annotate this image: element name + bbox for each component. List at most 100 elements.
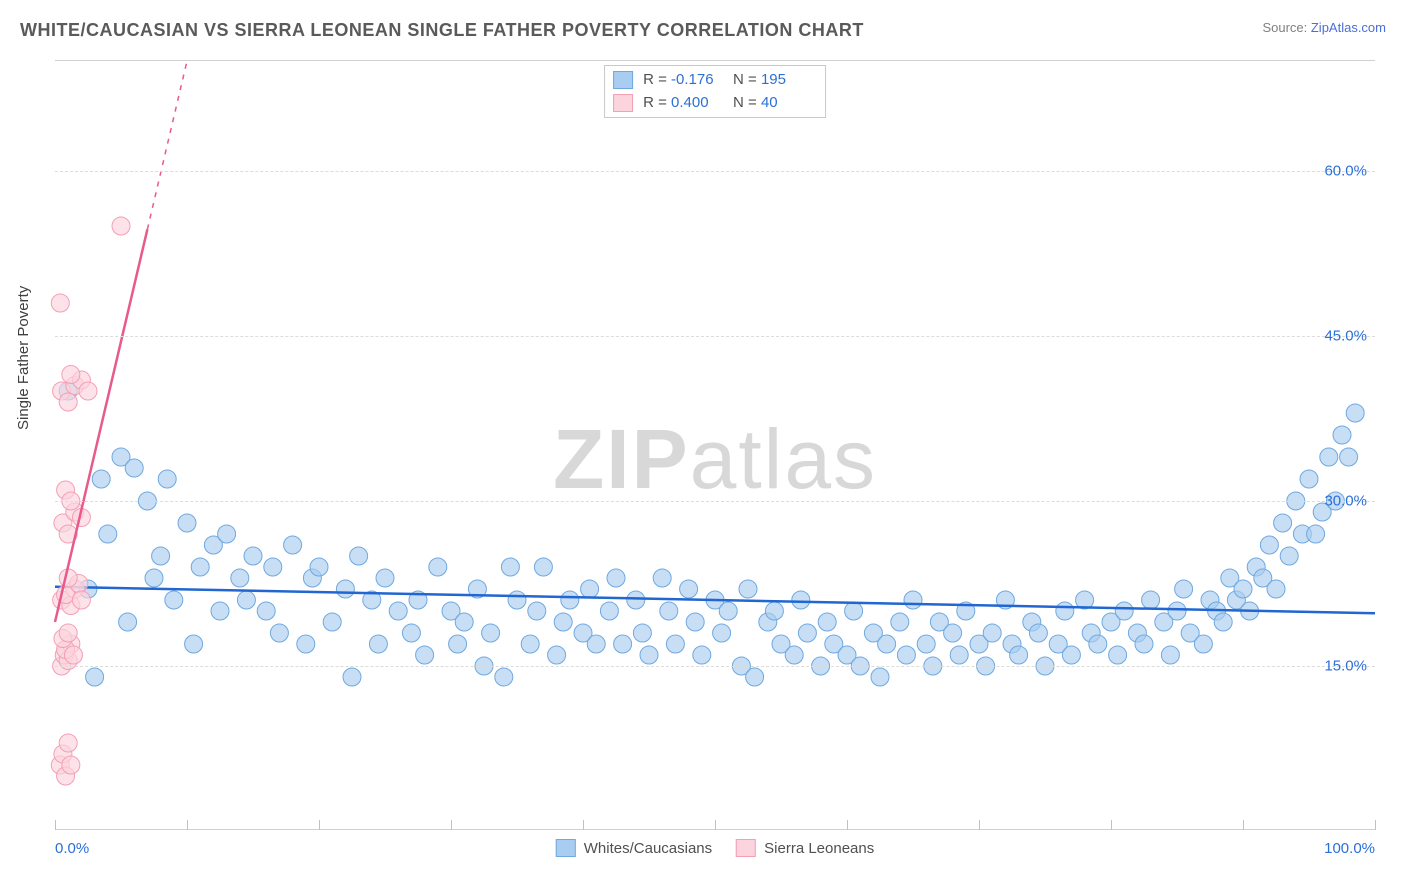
data-point — [878, 635, 896, 653]
chart-header: WHITE/CAUCASIAN VS SIERRA LEONEAN SINGLE… — [20, 20, 1386, 41]
data-point — [1307, 525, 1325, 543]
data-point — [765, 602, 783, 620]
data-point — [1267, 580, 1285, 598]
x-tick — [847, 820, 848, 830]
data-point — [244, 547, 262, 565]
x-tick — [715, 820, 716, 830]
data-point — [1280, 547, 1298, 565]
data-point — [1062, 646, 1080, 664]
data-point — [666, 635, 684, 653]
data-point — [792, 591, 810, 609]
data-point — [86, 668, 104, 686]
data-point — [72, 591, 90, 609]
r-value: -0.176 — [671, 69, 723, 92]
data-point — [455, 613, 473, 631]
data-point — [548, 646, 566, 664]
legend-row: R = 0.400N = 40 — [613, 92, 813, 115]
data-point — [944, 624, 962, 642]
trend-line-extrapolated — [147, 61, 187, 229]
x-tick — [1243, 820, 1244, 830]
data-point — [237, 591, 255, 609]
data-point — [270, 624, 288, 642]
data-point — [79, 382, 97, 400]
data-point — [297, 635, 315, 653]
data-point — [1056, 602, 1074, 620]
data-point — [561, 591, 579, 609]
grid-line — [55, 336, 1375, 337]
data-point — [501, 558, 519, 576]
data-point — [891, 613, 909, 631]
data-point — [310, 558, 328, 576]
legend-swatch — [613, 94, 633, 112]
legend-label: Whites/Caucasians — [584, 840, 712, 857]
data-point — [64, 646, 82, 664]
data-point — [211, 602, 229, 620]
x-tick — [979, 820, 980, 830]
x-tick — [187, 820, 188, 830]
data-point — [125, 459, 143, 477]
data-point — [904, 591, 922, 609]
x-tick — [583, 820, 584, 830]
n-value: 40 — [761, 92, 813, 115]
data-point — [600, 602, 618, 620]
data-point — [607, 569, 625, 587]
grid-line — [55, 666, 1375, 667]
data-point — [59, 569, 77, 587]
legend-swatch — [736, 839, 756, 857]
data-point — [343, 668, 361, 686]
data-point — [1333, 426, 1351, 444]
data-point — [1234, 580, 1252, 598]
data-point — [429, 558, 447, 576]
data-point — [191, 558, 209, 576]
data-point — [1029, 624, 1047, 642]
data-point — [534, 558, 552, 576]
data-point — [818, 613, 836, 631]
data-point — [1175, 580, 1193, 598]
r-value: 0.400 — [671, 92, 723, 115]
data-point — [1260, 536, 1278, 554]
source-link[interactable]: ZipAtlas.com — [1311, 20, 1386, 35]
data-point — [1274, 514, 1292, 532]
data-point — [92, 470, 110, 488]
data-point — [528, 602, 546, 620]
data-point — [284, 536, 302, 554]
data-point — [350, 547, 368, 565]
data-point — [158, 470, 176, 488]
x-tick — [55, 820, 56, 830]
data-point — [1109, 646, 1127, 664]
data-point — [62, 756, 80, 774]
data-point — [1142, 591, 1160, 609]
data-point — [59, 734, 77, 752]
y-tick-label: 15.0% — [1324, 658, 1367, 675]
data-point — [1214, 613, 1232, 631]
data-point — [1161, 646, 1179, 664]
data-point — [614, 635, 632, 653]
data-point — [686, 613, 704, 631]
data-point — [1346, 404, 1364, 422]
data-point — [739, 580, 757, 598]
data-point — [508, 591, 526, 609]
data-point — [950, 646, 968, 664]
data-point — [369, 635, 387, 653]
data-point — [62, 366, 80, 384]
x-tick — [319, 820, 320, 830]
data-point — [521, 635, 539, 653]
data-point — [640, 646, 658, 664]
data-point — [798, 624, 816, 642]
data-point — [633, 624, 651, 642]
data-point — [336, 580, 354, 598]
data-point — [871, 668, 889, 686]
data-point — [1010, 646, 1028, 664]
data-point — [231, 569, 249, 587]
source-text: Source: ZipAtlas.com — [1262, 20, 1386, 35]
data-point — [1115, 602, 1133, 620]
x-tick — [451, 820, 452, 830]
data-point — [218, 525, 236, 543]
data-point — [119, 613, 137, 631]
x-tick — [1111, 820, 1112, 830]
data-point — [416, 646, 434, 664]
data-point — [554, 613, 572, 631]
data-point — [1089, 635, 1107, 653]
data-point — [264, 558, 282, 576]
data-point — [1300, 470, 1318, 488]
